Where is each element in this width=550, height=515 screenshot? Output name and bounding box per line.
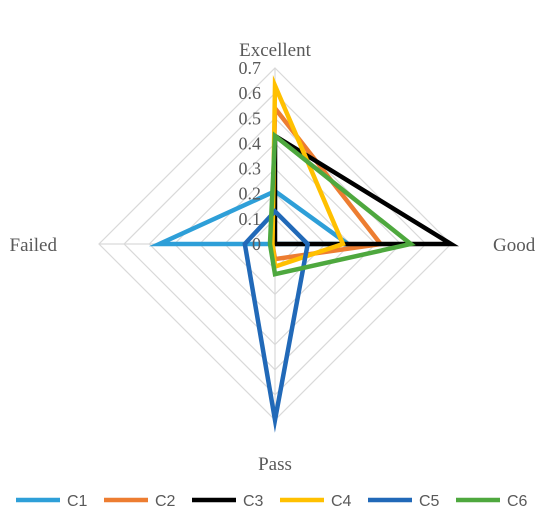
tick-label: 0.7 bbox=[239, 58, 262, 78]
legend-label-c2: C2 bbox=[155, 493, 176, 510]
legend-label-c5: C5 bbox=[419, 493, 440, 510]
axis-title-failed: Failed bbox=[10, 235, 58, 256]
series-c2 bbox=[270, 101, 385, 262]
series-lines bbox=[148, 75, 459, 433]
tick-label: 0.1 bbox=[239, 209, 262, 229]
legend-label-c3: C3 bbox=[243, 493, 264, 510]
series-c5 bbox=[242, 208, 311, 433]
series-c6 bbox=[267, 131, 416, 277]
legend-label-c4: C4 bbox=[331, 493, 352, 510]
axis-title-excellent: Excellent bbox=[239, 40, 311, 61]
legend-label-c6: C6 bbox=[507, 493, 528, 510]
legend-label-c1: C1 bbox=[67, 493, 88, 510]
tick-label: 0.4 bbox=[239, 133, 262, 153]
tick-label: 0 bbox=[252, 234, 261, 254]
tick-label: 0.2 bbox=[239, 184, 262, 204]
axis-title-good: Good bbox=[493, 235, 536, 256]
axis-title-pass: Pass bbox=[258, 454, 292, 475]
tick-label: 0.6 bbox=[239, 83, 262, 103]
tick-label: 0.5 bbox=[239, 108, 262, 128]
tick-label: 0.3 bbox=[239, 159, 262, 179]
legend: C1 C2 C3 C4 C5 C6 bbox=[16, 493, 528, 510]
